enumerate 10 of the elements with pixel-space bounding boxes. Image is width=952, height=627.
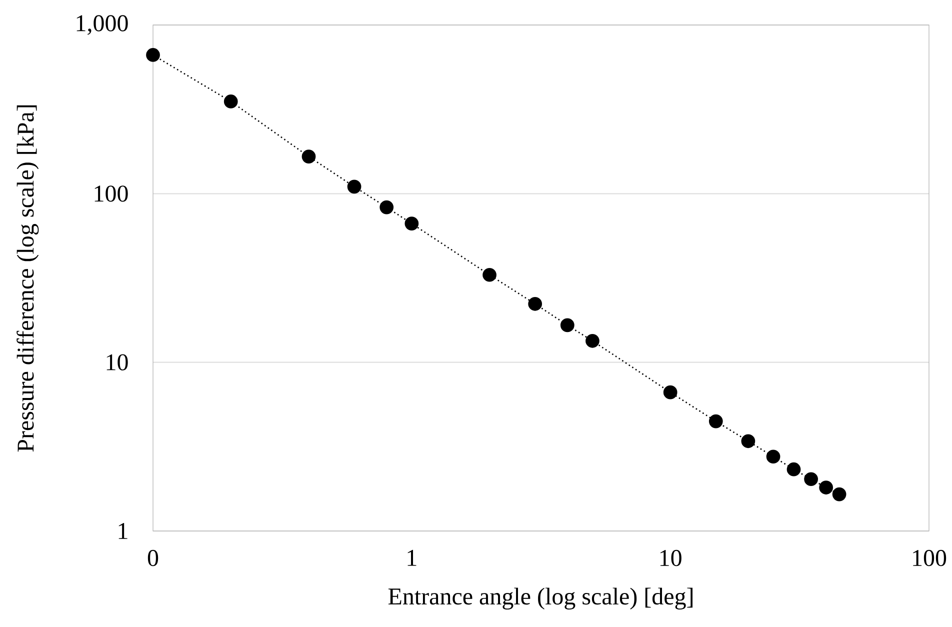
- y-tick-label: 100: [94, 186, 128, 202]
- y-tick-label: 1: [118, 523, 128, 539]
- x-tick-label: 100: [913, 550, 946, 566]
- y-tick-label: 1,000: [76, 15, 128, 35]
- x-tick-label: 1: [408, 550, 416, 566]
- x-tick-label: 0: [148, 550, 158, 566]
- y-tick-label: 10: [106, 354, 128, 370]
- x-tick-label: 10: [660, 550, 682, 566]
- y-axis-title: Pressure difference (log scale) [kPa]: [16, 105, 39, 452]
- x-axis-title: Entrance angle (log scale) [deg]: [388, 588, 692, 610]
